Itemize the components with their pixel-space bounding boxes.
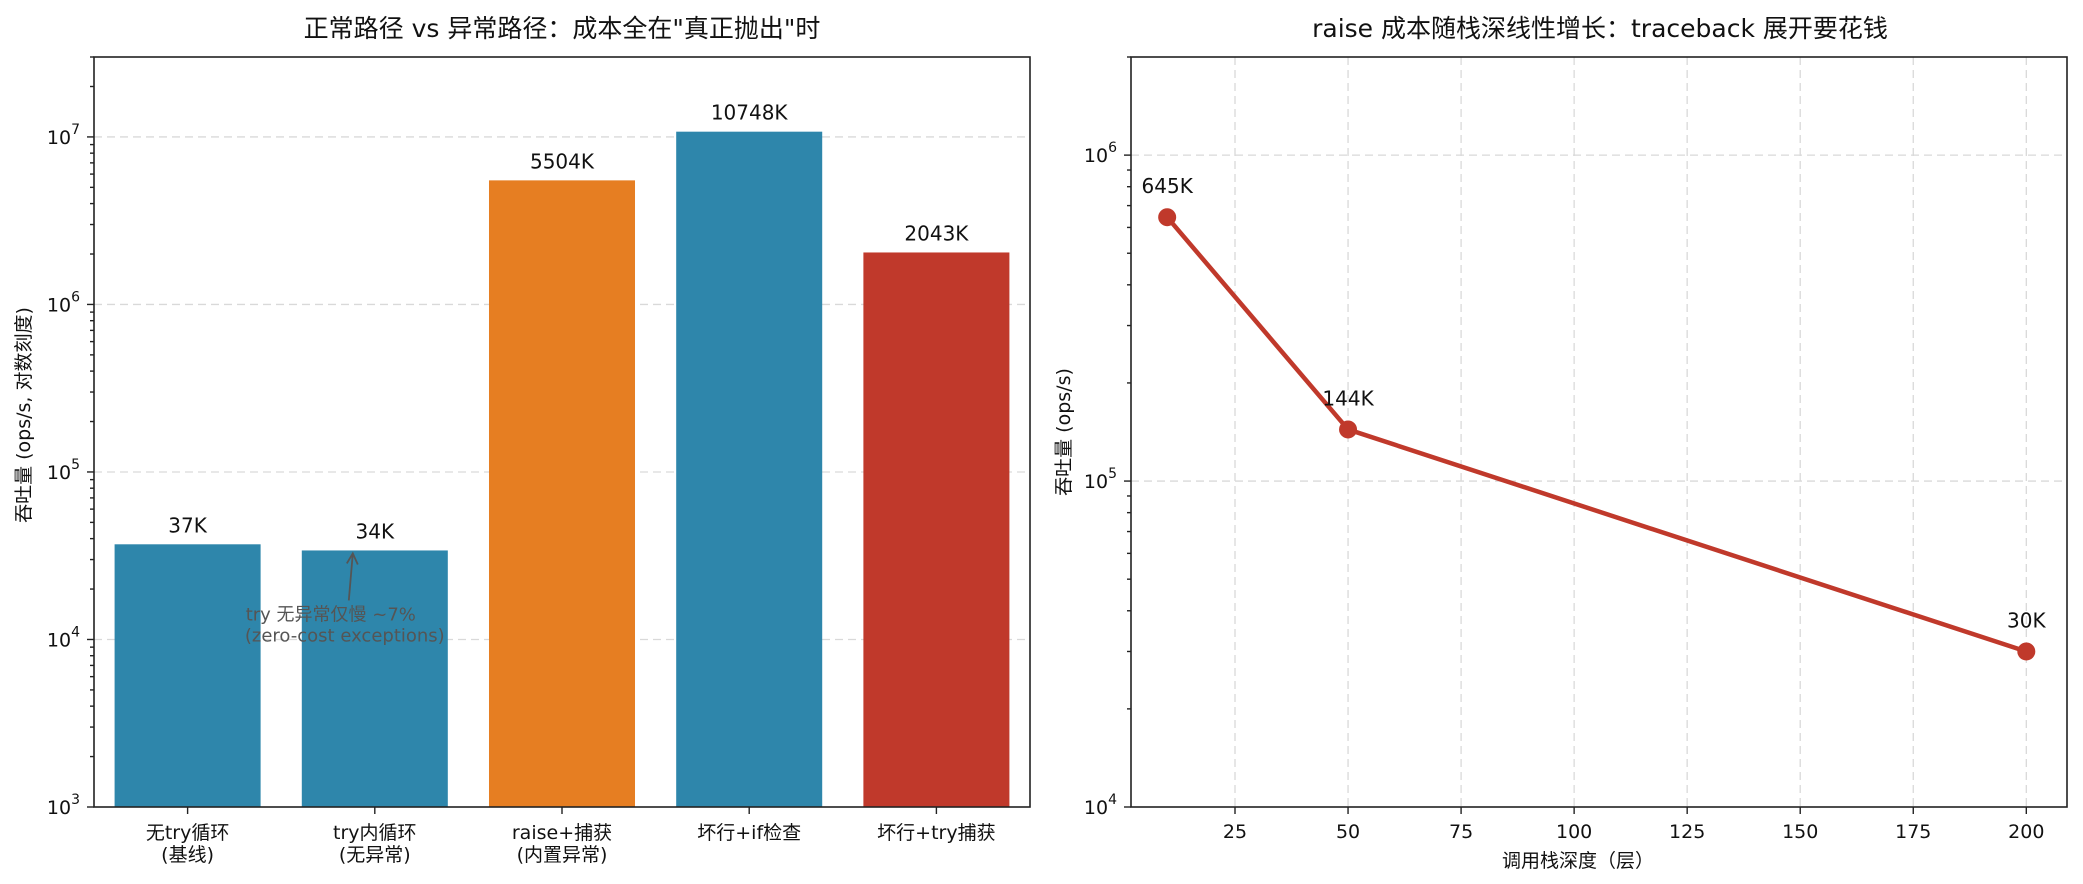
chart1-axes-frame (93, 56, 1031, 808)
bar (114, 544, 261, 807)
chart2-y-ticks: 104 105 106 (1084, 56, 1131, 819)
point-value-label: 144K (1322, 386, 1374, 410)
x-tick-label: 50 (1336, 821, 1360, 843)
x-category-label: raise+捕获 (512, 822, 612, 844)
x-tick-label: 75 (1449, 821, 1473, 843)
chart2-series-line (1165, 215, 2028, 654)
chart2-title: raise 成本随栈深线性增长：traceback 展开要花钱 (1312, 14, 1888, 43)
chart2-data-labels: 645K 144K 30K (1142, 174, 2047, 632)
x-tick-label: 150 (1782, 821, 1818, 843)
chart2-x-axis-label: 调用栈深度（层） (1502, 850, 1654, 872)
x-category-label: (基线) (161, 844, 214, 866)
bar-value-label: 5504K (530, 149, 595, 173)
chart1-data-labels: 37K 34K 5504K 10748K 2043K (168, 101, 969, 544)
bar-value-label: 2043K (904, 221, 969, 245)
x-category-label: 无try循环 (146, 822, 230, 844)
y-tick-label: 106 (1084, 140, 1117, 167)
y-tick-label: 105 (47, 457, 80, 484)
x-category-label: 坏行+try捕获 (877, 822, 995, 844)
bar (488, 180, 636, 808)
chart1-bars (114, 131, 1010, 808)
x-tick-label: 175 (1895, 821, 1931, 843)
chart1-title: 正常路径 vs 异常路径：成本全在"真正抛出"时 (304, 14, 821, 43)
y-tick-label: 104 (47, 624, 80, 651)
data-point (2017, 642, 2036, 661)
x-category-label: (无异常) (339, 844, 411, 866)
annotation-line-2: (zero-cost exceptions) (245, 625, 445, 646)
y-tick-label: 106 (47, 289, 80, 316)
y-tick-label: 105 (1084, 466, 1117, 493)
x-tick-label: 125 (1669, 821, 1705, 843)
chart1-y-axis-label: 吞吐量 (ops/s, 对数刻度) (13, 307, 35, 523)
x-tick-label: 25 (1223, 821, 1247, 843)
point-value-label: 645K (1142, 174, 1194, 198)
bar-value-label: 10748K (711, 101, 789, 125)
x-category-label: try内循环 (333, 822, 417, 844)
chart2-y-axis-label: 吞吐量 (ops/s) (1053, 368, 1075, 496)
x-category-label: (内置异常) (517, 844, 608, 866)
x-category-label: 坏行+if检查 (697, 822, 801, 844)
annotation-arrowhead (346, 551, 359, 565)
bar (863, 252, 1010, 807)
point-value-label: 30K (2007, 608, 2046, 632)
bar-value-label: 37K (168, 513, 207, 537)
chart2-x-ticks: 25 50 75 100 125 150 175 200 (1223, 807, 2044, 843)
chart2-gridlines (1131, 57, 2067, 807)
chart-throughput-bars: 正常路径 vs 异常路径：成本全在"真正抛出"时 吞吐量 (ops/s, 对数刻… (13, 14, 1031, 866)
x-tick-label: 200 (2008, 821, 2044, 843)
annotation-arrow (347, 553, 354, 601)
chart2-points (1158, 208, 2036, 661)
data-point (1339, 420, 1358, 439)
y-tick-label: 103 (47, 792, 80, 819)
chart1-annotation: try 无异常仅慢 ~7% (zero-cost exceptions) (245, 551, 445, 646)
data-point (1158, 208, 1177, 227)
bar-value-label: 34K (356, 519, 395, 543)
chart1-x-ticks: 无try循环(基线) try内循环(无异常) raise+捕获(内置异常) 坏行+if… (146, 807, 996, 866)
y-tick-label: 107 (47, 122, 80, 149)
annotation-line-1: try 无异常仅慢 ~7% (246, 604, 416, 625)
chart-stack-depth-line: raise 成本随栈深线性增长：traceback 展开要花钱 吞吐量 (ops… (1053, 14, 2068, 872)
bar (676, 131, 823, 808)
chart2-axes-frame (1130, 56, 2068, 808)
bar (301, 550, 448, 807)
y-tick-label: 104 (1084, 792, 1117, 819)
chart1-y-ticks: 103 104 105 106 107 (47, 56, 94, 819)
x-tick-label: 100 (1556, 821, 1592, 843)
